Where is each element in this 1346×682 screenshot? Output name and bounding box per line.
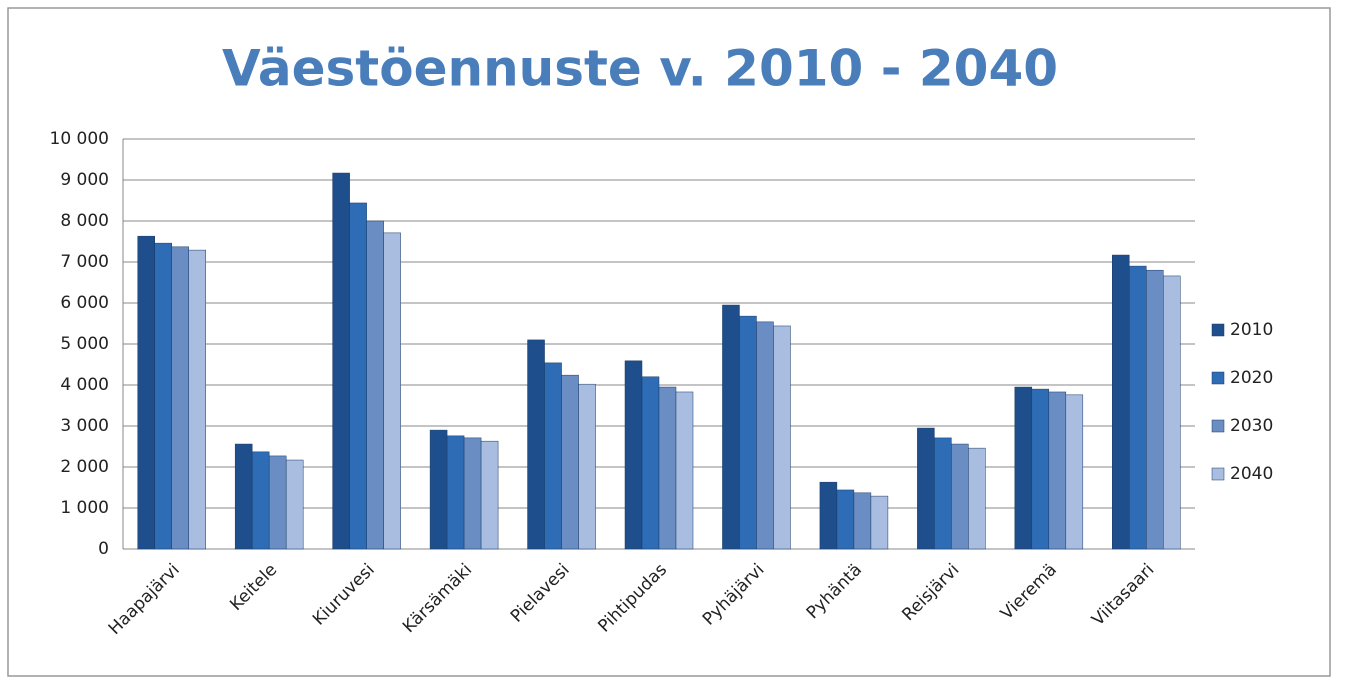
y-tick-label: 9 000 [60, 170, 109, 190]
y-tick-label: 4 000 [60, 375, 109, 395]
bar [366, 220, 384, 550]
bar [1129, 265, 1147, 550]
bar [1163, 275, 1181, 550]
bar [188, 249, 206, 550]
bar [171, 246, 189, 550]
bar [836, 489, 855, 550]
bar [870, 495, 889, 550]
legend-swatch [1211, 419, 1225, 433]
bar [349, 202, 367, 550]
bar [658, 386, 677, 550]
bar [773, 325, 791, 550]
bar [463, 437, 482, 550]
bar [1048, 391, 1067, 550]
y-tick-label: 8 000 [60, 211, 109, 231]
bar [544, 362, 562, 550]
y-tick-label: 10 000 [50, 129, 109, 149]
bar [641, 376, 660, 550]
bar [756, 321, 774, 550]
bar [722, 304, 740, 550]
bar [383, 232, 401, 550]
bar [429, 429, 448, 550]
bar [819, 481, 838, 550]
legend-label: 2030 [1230, 416, 1273, 436]
legend-label: 2040 [1230, 464, 1273, 484]
bar [1031, 388, 1050, 550]
legend-label: 2010 [1230, 320, 1273, 340]
y-tick-label: 7 000 [60, 252, 109, 272]
y-tick-label: 5 000 [60, 334, 109, 354]
bar [951, 443, 969, 550]
bar [561, 374, 579, 550]
bar [137, 235, 155, 550]
legend-swatch [1211, 467, 1225, 481]
bar [968, 447, 986, 550]
chart-title: Väestöennuste v. 2010 - 2040 [222, 40, 1058, 98]
y-tick-label: 0 [98, 539, 109, 559]
bar [480, 440, 499, 550]
bar [251, 451, 270, 550]
bar [739, 315, 757, 550]
bar [1146, 269, 1164, 550]
chart-frame [7, 7, 1331, 677]
bar [853, 492, 872, 550]
bar [1065, 394, 1084, 550]
legend-label: 2020 [1230, 368, 1273, 388]
y-tick-label: 1 000 [60, 498, 109, 518]
bar [268, 455, 287, 550]
bar [154, 242, 172, 550]
y-tick-label: 2 000 [60, 457, 109, 477]
bar [1112, 254, 1130, 550]
bar [332, 172, 350, 550]
y-tick-label: 6 000 [60, 293, 109, 313]
bar [1014, 386, 1033, 550]
legend-swatch [1211, 323, 1225, 337]
bar [527, 339, 545, 550]
bar [917, 427, 935, 550]
legend-swatch [1211, 371, 1225, 385]
bar [578, 383, 596, 550]
bar [675, 391, 694, 550]
bar [285, 459, 304, 550]
bar [934, 437, 952, 550]
bar [234, 443, 253, 550]
bar [446, 435, 465, 550]
bar [624, 360, 643, 550]
y-tick-label: 3 000 [60, 416, 109, 436]
